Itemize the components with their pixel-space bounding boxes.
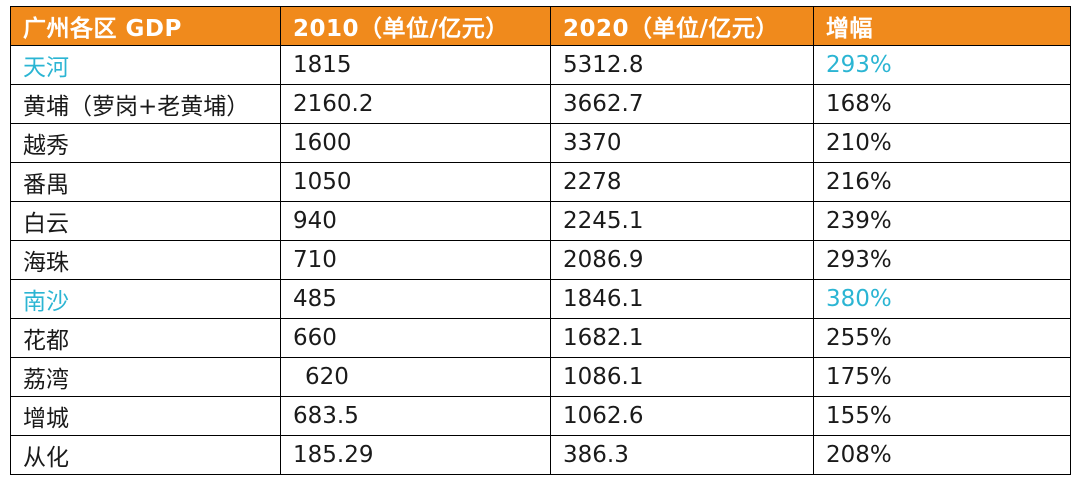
table-row: 南沙 485 1846.1 380% xyxy=(10,279,1071,319)
value-2010-cell: 185.29 xyxy=(280,435,551,475)
value-2010-cell: 940 xyxy=(280,201,551,241)
value-2020-cell: 3370 xyxy=(550,123,814,163)
header-2020: 2020（单位/亿元） xyxy=(550,6,814,46)
growth-cell: 380% xyxy=(813,279,1071,319)
value-2010-cell: 1600 xyxy=(280,123,551,163)
table-row: 白云 940 2245.1 239% xyxy=(10,201,1071,241)
table-row: 荔湾 620 1086.1 175% xyxy=(10,357,1071,397)
value-2010-cell: 620 xyxy=(280,357,551,397)
district-cell: 番禺 xyxy=(10,162,281,202)
value-2020-cell: 1086.1 xyxy=(550,357,814,397)
table-row: 从化 185.29 386.3 208% xyxy=(10,435,1071,475)
header-district: 广州各区 GDP xyxy=(10,6,281,46)
value-2020-cell: 2245.1 xyxy=(550,201,814,241)
growth-cell: 293% xyxy=(813,240,1071,280)
district-cell: 南沙 xyxy=(10,279,281,319)
table-row: 海珠 710 2086.9 293% xyxy=(10,240,1071,280)
value-2020-cell: 1062.6 xyxy=(550,396,814,436)
growth-cell: 168% xyxy=(813,84,1071,124)
header-growth: 增幅 xyxy=(813,6,1071,46)
value-2020-cell: 2086.9 xyxy=(550,240,814,280)
growth-cell: 210% xyxy=(813,123,1071,163)
value-2020-cell: 1846.1 xyxy=(550,279,814,319)
district-cell: 海珠 xyxy=(10,240,281,280)
growth-cell: 255% xyxy=(813,318,1071,358)
value-2020-cell: 2278 xyxy=(550,162,814,202)
value-2020-cell: 5312.8 xyxy=(550,45,814,85)
table-body: 天河 1815 5312.8 293% 黄埔（萝岗+老黄埔） 2160.2 3662.7 16… xyxy=(10,45,1071,475)
value-2010-cell: 660 xyxy=(280,318,551,358)
growth-cell: 175% xyxy=(813,357,1071,397)
gdp-table: 广州各区 GDP 2010（单位/亿元） 2020（单位/亿元） 增幅 天河 18… xyxy=(10,6,1071,475)
district-cell: 从化 xyxy=(10,435,281,475)
header-2010: 2010（单位/亿元） xyxy=(280,6,551,46)
district-cell: 白云 xyxy=(10,201,281,241)
table-header: 广州各区 GDP 2010（单位/亿元） 2020（单位/亿元） 增幅 xyxy=(10,6,1071,46)
value-2010-cell: 485 xyxy=(280,279,551,319)
table-row: 天河 1815 5312.8 293% xyxy=(10,45,1071,85)
value-2020-cell: 386.3 xyxy=(550,435,814,475)
value-2020-cell: 1682.1 xyxy=(550,318,814,358)
value-2010-cell: 1050 xyxy=(280,162,551,202)
table-row: 增城 683.5 1062.6 155% xyxy=(10,396,1071,436)
header-row: 广州各区 GDP 2010（单位/亿元） 2020（单位/亿元） 增幅 xyxy=(10,6,1071,46)
growth-cell: 216% xyxy=(813,162,1071,202)
district-cell: 增城 xyxy=(10,396,281,436)
growth-cell: 155% xyxy=(813,396,1071,436)
district-cell: 花都 xyxy=(10,318,281,358)
table-row: 番禺 1050 2278 216% xyxy=(10,162,1071,202)
district-cell: 天河 xyxy=(10,45,281,85)
district-cell: 荔湾 xyxy=(10,357,281,397)
value-2010-cell: 1815 xyxy=(280,45,551,85)
growth-cell: 293% xyxy=(813,45,1071,85)
district-cell: 黄埔（萝岗+老黄埔） xyxy=(10,84,281,124)
value-2010-cell: 710 xyxy=(280,240,551,280)
table-row: 越秀 1600 3370 210% xyxy=(10,123,1071,163)
growth-cell: 239% xyxy=(813,201,1071,241)
value-2020-cell: 3662.7 xyxy=(550,84,814,124)
value-2010-cell: 683.5 xyxy=(280,396,551,436)
district-cell: 越秀 xyxy=(10,123,281,163)
growth-cell: 208% xyxy=(813,435,1071,475)
table-row: 花都 660 1682.1 255% xyxy=(10,318,1071,358)
table-row: 黄埔（萝岗+老黄埔） 2160.2 3662.7 168% xyxy=(10,84,1071,124)
gdp-table-container: 广州各区 GDP 2010（单位/亿元） 2020（单位/亿元） 增幅 天河 18… xyxy=(10,6,1071,475)
value-2010-cell: 2160.2 xyxy=(280,84,551,124)
